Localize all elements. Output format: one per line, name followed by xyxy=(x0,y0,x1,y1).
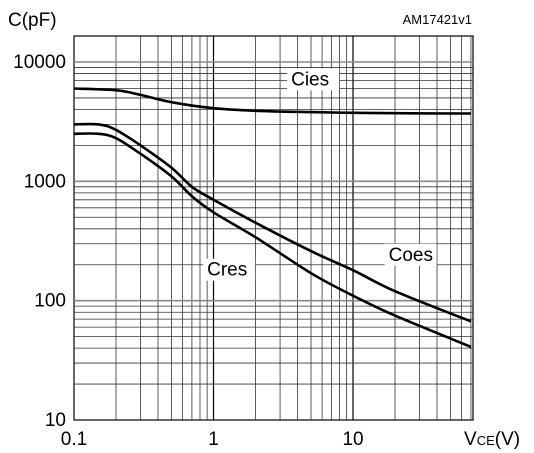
x-axis-label-unit: (V) xyxy=(495,429,520,450)
series-label-cies: Cies xyxy=(291,69,329,90)
y-tick-label: 1000 xyxy=(24,171,66,192)
series-label-bg xyxy=(287,68,340,91)
grid xyxy=(73,35,474,421)
series-line-cies xyxy=(73,87,471,115)
series-labels: Cies Coes Cres xyxy=(203,68,437,281)
x-tick-label: 0.1 xyxy=(61,429,87,450)
chart-id-label: AM17421v1 xyxy=(403,12,472,27)
y-tick-label: 10 xyxy=(45,410,66,431)
plot-frame xyxy=(73,35,474,421)
x-tick-label: 1 xyxy=(208,429,219,450)
y-tick-label: 10000 xyxy=(13,52,66,73)
y-axis-label: C(pF) xyxy=(8,10,57,31)
series-label-cres: Cres xyxy=(207,260,247,281)
x-axis-label-sub: CE xyxy=(477,433,495,448)
series-lines xyxy=(73,87,472,349)
x-axis-label-main: V xyxy=(464,429,477,450)
series-label-bg xyxy=(384,243,437,266)
y-tick-label: 100 xyxy=(34,291,66,312)
series-line-cres xyxy=(73,132,472,349)
x-tick-label: 10 xyxy=(342,429,363,450)
x-axis-label: VCE(V) xyxy=(464,429,520,450)
series-label-coes: Coes xyxy=(389,245,433,266)
tick-labels: 0.1 1 10 10 100 1000 10000 xyxy=(13,52,363,450)
series-label-bg xyxy=(203,258,256,281)
series-line-coes xyxy=(73,122,472,323)
